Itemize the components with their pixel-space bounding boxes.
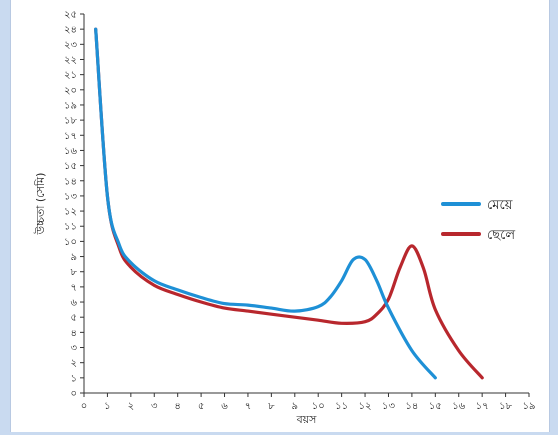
x-axis-title: বয়স [296, 413, 318, 426]
x-tick-label: ৫ [198, 401, 205, 412]
y-tick-label: ১৪ [64, 176, 77, 187]
y-tick-label: ১৯ [64, 100, 77, 111]
y-tick-label: ১০ [64, 237, 77, 248]
x-tick-label: ৮ [268, 401, 275, 412]
x-tick-label: ২ [128, 401, 135, 412]
y-tick-label: ১৭ [64, 131, 77, 142]
y-tick-label: ২২ [64, 55, 77, 66]
y-tick-label: ৬ [70, 298, 77, 309]
x-tick-label: ১২ [359, 401, 372, 412]
x-tick-label: ১৫ [429, 401, 442, 412]
y-tick-label: ১২ [64, 207, 77, 218]
x-tick-label: ৩ [151, 401, 158, 412]
x-tick-label: ৯ [292, 401, 299, 412]
y-tick-label: ৫ [71, 313, 78, 324]
line-chart: ০১২৩৪৫৬৭৮৯১০১১১২১৩১৪১৫১৬১৭১৮১৯২০২১২২২৩২৪… [34, 10, 536, 427]
legend: মেয়ে ছেলে [441, 198, 515, 243]
x-tick-label: ৬ [221, 401, 228, 412]
x-tick-label: ১৩ [382, 401, 395, 412]
y-tick-label: ১৮ [64, 116, 77, 127]
y-tick-label: ২৩ [64, 40, 78, 51]
x-tick-label: ১৪ [405, 401, 418, 412]
y-tick-label: ০ [70, 389, 77, 400]
x-tick-label: ১৬ [452, 401, 465, 412]
x-tick-label: ৪ [174, 401, 181, 412]
y-tick-label: ৭ [70, 282, 77, 293]
x-tick-label: ৭ [245, 401, 252, 412]
y-tick-label: ৪ [71, 328, 78, 339]
legend-label-boy: ছেলে [487, 228, 515, 243]
x-tick-label: ১৭ [476, 401, 489, 412]
y-axis-title: উচ্চতা (সেমি) [34, 173, 47, 236]
y-tick-label: ৩ [70, 343, 77, 354]
y-tick-label: ২৪ [64, 25, 77, 36]
x-tick-label: ১৯ [523, 401, 536, 412]
y-tick-label: ২১ [64, 70, 77, 81]
chart-frame: ০ ১ ২ ৩ ৪ ৫ ৬ ৭ ৮ ৯ ১০ ১১ ১২ ১৩ ১৪ ১৫ ১৬ ১৭ ১৮ ১৯ ২০ ২১ ২২ ২৩ ২৪… [10, 0, 550, 432]
y-tick-label: ২৫ [64, 10, 77, 21]
series-line-boy [94, 27, 484, 380]
y-tick-label: ৯ [71, 252, 78, 263]
y-tick-label: ১৩ [64, 191, 77, 202]
y-tick-label: ১৫ [64, 161, 77, 172]
series-line-girl [94, 27, 437, 380]
x-tick-label: ১৮ [499, 401, 512, 412]
y-tick-label: ২০ [64, 85, 77, 96]
y-tick-label: ১৬ [64, 146, 77, 157]
x-ticks: ০ ১ ২ ৩ ৪ ৫ ৬ ৭ ৮ ৯ ১০ ১১ ১২ ১৩ ১৪ ১৫ ১৬ ১৭ ১৮ ১৯ [81, 393, 536, 412]
y-tick-label: ৮ [71, 267, 78, 278]
y-tick-label: ১ [71, 373, 78, 384]
x-tick-label: ১০ [312, 401, 325, 412]
y-tick-label: ২ [70, 358, 77, 369]
y-tick-label: ১১ [64, 222, 77, 233]
axes [83, 14, 529, 394]
series-lines [94, 27, 484, 380]
y-ticks: ০১২৩৪৫৬৭৮৯১০১১১২১৩১৪১৫১৬১৭১৮১৯২০২১২২২৩২৪… [64, 10, 84, 400]
x-tick-label: ০ [81, 401, 88, 412]
x-tick-label: ১১ [335, 401, 348, 412]
legend-label-girl: মেয়ে [487, 198, 513, 213]
x-tick-label: ১ [104, 401, 111, 412]
